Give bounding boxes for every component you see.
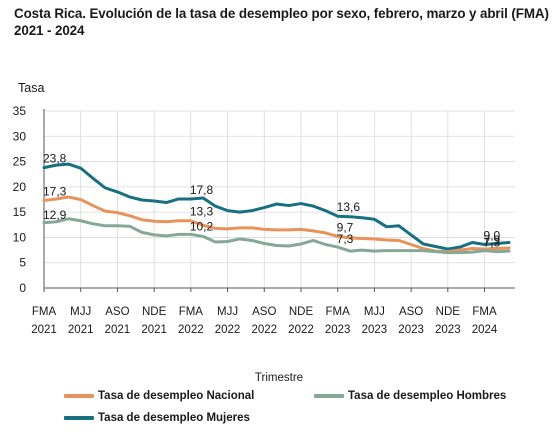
x-tick-label-year: 2021 [68, 324, 94, 336]
legend-swatch-mujeres [64, 416, 94, 420]
series-line-hombres [42, 217, 511, 255]
x-tick-label-year: 2022 [215, 324, 241, 336]
chart-title: Costa Rica. Evolución de la tasa de dese… [14, 5, 549, 39]
x-tick-label-year: 2024 [472, 324, 498, 336]
data-label-nacional: 9,7 [337, 220, 354, 234]
x-tick-label-period: FMA [179, 306, 204, 318]
legend-item-nacional: Tasa de desempleo Nacional [64, 390, 254, 402]
y-tick-label: 15 [13, 205, 27, 219]
x-tick-label-period: FMA [326, 306, 351, 318]
x-tick-label-year: 2021 [105, 324, 131, 336]
x-tick-label-period: ASO [399, 306, 423, 318]
x-tick-label-year: 2023 [362, 324, 388, 336]
x-tick-label-period: MJJ [364, 306, 385, 318]
x-tick-label-period: NDE [289, 306, 314, 318]
legend-label-mujeres: Tasa de desempleo Mujeres [98, 412, 250, 424]
legend-item-mujeres: Tasa de desempleo Mujeres [64, 412, 250, 424]
x-tick-label-year: 2021 [141, 324, 167, 336]
data-label-nacional: 13,3 [190, 205, 214, 219]
x-tick-label-year: 2022 [251, 324, 277, 336]
series-lines [42, 162, 511, 255]
legend-swatch-hombres [314, 394, 344, 398]
legend-item-hombres: Tasa de desempleo Hombres [314, 390, 506, 402]
chart-title-line1: Costa Rica. Evolución de la tasa de dese… [14, 6, 549, 21]
x-tick-label-year: 2023 [398, 324, 424, 336]
legend-swatch-nacional [64, 394, 94, 398]
y-tick-label: 30 [13, 129, 27, 143]
legend-label-hombres: Tasa de desempleo Hombres [348, 390, 507, 402]
x-tick-label-period: FMA [32, 306, 57, 318]
data-labels: 23,8 17,8 13,6 9,0 17,3 13,3 9,7 7,9 12,9 10,2 7,3… [43, 152, 501, 250]
data-label-hombres: 10,2 [190, 219, 214, 233]
x-tick-label-year: 2022 [178, 324, 204, 336]
x-tick-label-period: NDE [436, 306, 461, 318]
y-tick-label: 10 [13, 230, 27, 244]
x-tick-label-period: MJJ [217, 306, 238, 318]
x-tick-label-period: MJJ [70, 306, 91, 318]
chart-title-line2: 2021 - 2024 [14, 23, 85, 38]
x-tick-label-period: NDE [142, 306, 167, 318]
data-label-hombres: 7,3 [337, 232, 354, 246]
x-axis-label: Trimestre [255, 372, 303, 384]
data-label-mujeres: 17,8 [190, 183, 214, 197]
x-tick-label-period: FMA [472, 306, 497, 318]
y-tick-label: 20 [13, 180, 27, 194]
y-tick-label: 5 [19, 256, 26, 270]
x-tick-label-year: 2022 [288, 324, 314, 336]
y-tick-label: 0 [19, 281, 26, 295]
data-label-mujeres: 23,8 [43, 152, 67, 166]
data-label-hombres: 7,3 [484, 236, 501, 250]
y-tick-label: 35 [13, 104, 27, 118]
legend-label-nacional: Tasa de desempleo Nacional [98, 390, 255, 402]
gridlines [43, 110, 515, 288]
series-line-mujeres [42, 162, 511, 251]
data-label-nacional: 7,9 [484, 233, 501, 247]
x-tick-label-period: ASO [105, 306, 129, 318]
data-label-mujeres: 9,0 [484, 229, 501, 243]
x-tick-label-period: ASO [252, 306, 276, 318]
data-label-nacional: 17,3 [43, 185, 67, 199]
axes: 0 5 10 15 20 25 30 35 FMA 2021 MJJ 2021 ASO 2021 NDE 20… [13, 104, 515, 336]
y-axis-label: Tasa [18, 81, 44, 95]
x-tick-label-year: 2023 [325, 324, 351, 336]
x-tick-label-year: 2023 [435, 324, 461, 336]
x-tick-label-year: 2021 [31, 324, 57, 336]
data-label-hombres: 12,9 [43, 208, 67, 222]
y-tick-label: 25 [13, 155, 27, 169]
data-label-mujeres: 13,6 [337, 200, 361, 214]
